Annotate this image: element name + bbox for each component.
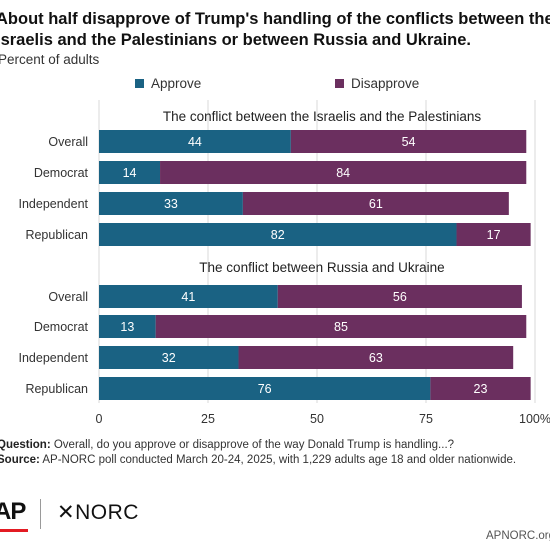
category-label: Overall (48, 135, 88, 149)
category-label: Overall (48, 290, 88, 304)
bar-approve (99, 130, 291, 153)
bar-disapprove (430, 377, 531, 400)
data-label: 13 (120, 320, 134, 334)
bar-approve (99, 223, 457, 246)
chart-subtitle: Percent of adults (0, 52, 100, 67)
data-label: 61 (369, 197, 383, 211)
bar-approve (99, 377, 431, 400)
bar-disapprove (160, 161, 527, 184)
data-label: 76 (258, 382, 272, 396)
question-note: Question: Overall, do you approve or dis… (0, 438, 550, 453)
data-label: 14 (123, 166, 137, 180)
data-label: 41 (181, 290, 195, 304)
category-label: Republican (25, 228, 88, 242)
group-title: The conflict between the Israelis and th… (163, 109, 481, 124)
bar-approve (99, 192, 243, 215)
legend-swatch-approve (135, 79, 144, 88)
category-label: Independent (18, 351, 88, 365)
data-label: 85 (334, 320, 348, 334)
norc-logo: ✕NORC (57, 501, 139, 524)
bar-approve (99, 315, 156, 338)
data-label: 84 (336, 166, 350, 180)
category-label: Democrat (34, 166, 89, 180)
ap-logo: AP (0, 498, 26, 525)
x-tick-label: 75 (419, 412, 433, 426)
data-label: 17 (487, 228, 501, 242)
bar-disapprove (456, 223, 531, 246)
bar-disapprove (155, 315, 527, 338)
ap-logo-underline (0, 529, 28, 532)
data-label: 32 (162, 351, 176, 365)
bar-approve (99, 161, 161, 184)
bar-disapprove (238, 346, 514, 369)
category-label: Democrat (34, 320, 89, 334)
question-text: Overall, do you approve or disapprove of… (50, 439, 455, 451)
question-label: Question: (0, 439, 51, 451)
source-text: AP-NORC poll conducted March 20-24, 2025… (39, 454, 517, 466)
legend-swatch-disapprove (335, 79, 344, 88)
data-label: 82 (271, 228, 285, 242)
x-tick-label: 50 (310, 412, 324, 426)
group-title: The conflict between Russia and Ukraine (199, 260, 444, 275)
bar-disapprove (290, 130, 527, 153)
data-label: 33 (164, 197, 178, 211)
category-label: Independent (18, 197, 88, 211)
site-url: APNORC.org (486, 530, 550, 542)
chart-title: About half disapprove of Trump's handlin… (0, 10, 550, 49)
data-label: 56 (393, 290, 407, 304)
bar-disapprove (277, 285, 522, 308)
bar-approve (99, 346, 239, 369)
legend-label-approve: Approve (151, 76, 201, 91)
bar-disapprove (242, 192, 509, 215)
data-label: 44 (188, 135, 202, 149)
x-tick-label: 25 (201, 412, 215, 426)
chart-notes: Question: Overall, do you approve or dis… (0, 438, 550, 468)
legend-label-disapprove: Disapprove (351, 76, 419, 91)
category-label: Republican (25, 382, 88, 396)
source-note: Source: AP-NORC poll conducted March 20-… (0, 453, 550, 468)
logo-divider (40, 499, 41, 529)
stacked-bar-chart: Approve Disapprove The conflict between th… (18, 76, 550, 426)
data-label: 23 (474, 382, 488, 396)
x-tick-label: 100% (519, 412, 550, 426)
source-label: Source: (0, 454, 40, 466)
data-label: 63 (369, 351, 383, 365)
bar-approve (99, 285, 278, 308)
data-label: 54 (402, 135, 416, 149)
x-tick-label: 0 (96, 412, 103, 426)
